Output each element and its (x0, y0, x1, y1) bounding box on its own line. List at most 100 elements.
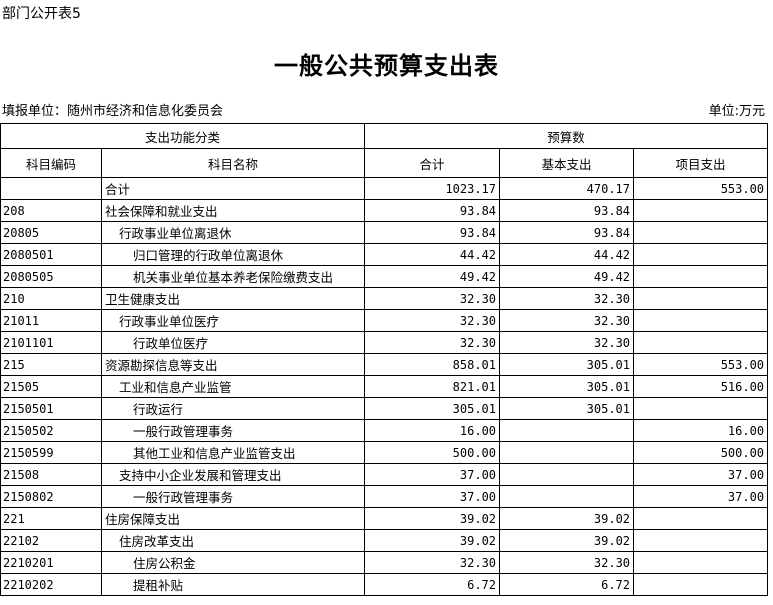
cell-total: 93.84 (364, 221, 501, 244)
page-title: 一般公共预算支出表 (274, 52, 499, 80)
cell-code: 2150501 (0, 397, 102, 420)
table-row: 20805 行政事业单位离退休 93.84 93.84 (0, 221, 769, 244)
cell-name: 住房公积金 (100, 551, 366, 574)
cell-basic: 305.01 (499, 353, 635, 376)
cell-code: 221 (0, 507, 102, 530)
cell-project (633, 265, 769, 288)
table-row: 2150502 一般行政管理事务 16.00 16.00 (0, 419, 769, 442)
cell-name: 社会保障和就业支出 (100, 199, 366, 222)
cell-total: 32.30 (364, 551, 501, 574)
table-row: 2150599 其他工业和信息产业监管支出 500.00 500.00 (0, 441, 769, 464)
cell-code (0, 177, 102, 200)
cell-project: 553.00 (633, 353, 769, 376)
header-project: 项目支出 (633, 148, 769, 178)
cell-basic: 470.17 (499, 177, 635, 200)
table-row: 2210202 提租补贴 6.72 6.72 (0, 573, 769, 596)
cell-code: 208 (0, 199, 102, 222)
table-row: 208 社会保障和就业支出 93.84 93.84 (0, 199, 769, 222)
cell-code: 22102 (0, 529, 102, 552)
cell-code: 2080505 (0, 265, 102, 288)
table-row: 215 资源勘探信息等支出 858.01 305.01 553.00 (0, 353, 769, 376)
cell-total: 37.00 (364, 463, 501, 486)
cell-code: 2150502 (0, 419, 102, 442)
cell-name: 住房保障支出 (100, 507, 366, 530)
table-row: 21505 工业和信息产业监管 821.01 305.01 516.00 (0, 375, 769, 398)
header-function-classification: 支出功能分类 (0, 123, 366, 149)
cell-name: 归口管理的行政单位离退休 (100, 243, 366, 266)
cell-total: 16.00 (364, 419, 501, 442)
cell-project: 16.00 (633, 419, 769, 442)
currency-unit: 单位:万元 (708, 104, 765, 119)
cell-name: 行政单位医疗 (100, 331, 366, 354)
cell-total: 44.42 (364, 243, 501, 266)
table-row: 21011 行政事业单位医疗 32.30 32.30 (0, 309, 769, 332)
cell-code: 2150599 (0, 441, 102, 464)
cell-code: 21505 (0, 375, 102, 398)
cell-basic: 93.84 (499, 199, 635, 222)
cell-project: 516.00 (633, 375, 769, 398)
cell-total: 39.02 (364, 507, 501, 530)
table-row: 2210201 住房公积金 32.30 32.30 (0, 551, 769, 574)
cell-code: 21011 (0, 309, 102, 332)
table-row: 2080501 归口管理的行政单位离退休 44.42 44.42 (0, 243, 769, 266)
cell-name: 一般行政管理事务 (100, 419, 366, 442)
cell-total: 39.02 (364, 529, 501, 552)
cell-basic (499, 485, 635, 508)
cell-name: 住房改革支出 (100, 529, 366, 552)
cell-project: 553.00 (633, 177, 769, 200)
cell-basic: 44.42 (499, 243, 635, 266)
cell-name: 支持中小企业发展和管理支出 (100, 463, 366, 486)
cell-total: 858.01 (364, 353, 501, 376)
header-group-row: 支出功能分类 预算数 (0, 123, 769, 149)
cell-project: 37.00 (633, 463, 769, 486)
cell-code: 21508 (0, 463, 102, 486)
header-total: 合计 (364, 148, 501, 178)
header-code: 科目编码 (0, 148, 102, 178)
cell-project (633, 287, 769, 310)
cell-project: 37.00 (633, 485, 769, 508)
cell-total: 1023.17 (364, 177, 501, 200)
cell-total: 32.30 (364, 309, 501, 332)
table-row: 2150501 行政运行 305.01 305.01 (0, 397, 769, 420)
cell-project (633, 199, 769, 222)
cell-project (633, 243, 769, 266)
cell-total: 6.72 (364, 573, 501, 596)
cell-basic: 305.01 (499, 375, 635, 398)
table-row: 221 住房保障支出 39.02 39.02 (0, 507, 769, 530)
cell-name: 机关事业单位基本养老保险缴费支出 (100, 265, 366, 288)
cell-code: 20805 (0, 221, 102, 244)
reporting-unit: 填报单位：随州市经济和信息化委员会 (2, 104, 224, 119)
cell-total: 93.84 (364, 199, 501, 222)
cell-basic: 39.02 (499, 529, 635, 552)
cell-total: 49.42 (364, 265, 501, 288)
table-number-label: 部门公开表5 (2, 6, 81, 22)
table-row: 210 卫生健康支出 32.30 32.30 (0, 287, 769, 310)
cell-total: 821.01 (364, 375, 501, 398)
cell-name: 行政事业单位离退休 (100, 221, 366, 244)
cell-name: 合计 (100, 177, 366, 200)
table-row: 2150802 一般行政管理事务 37.00 37.00 (0, 485, 769, 508)
cell-total: 500.00 (364, 441, 501, 464)
cell-project (633, 331, 769, 354)
cell-project (633, 551, 769, 574)
table-row: 2101101 行政单位医疗 32.30 32.30 (0, 331, 769, 354)
cell-basic: 32.30 (499, 551, 635, 574)
cell-total: 32.30 (364, 287, 501, 310)
header-name: 科目名称 (100, 148, 366, 178)
cell-name: 卫生健康支出 (100, 287, 366, 310)
cell-code: 2210202 (0, 573, 102, 596)
cell-name: 行政事业单位医疗 (100, 309, 366, 332)
table-row: 2080505 机关事业单位基本养老保险缴费支出 49.42 49.42 (0, 265, 769, 288)
cell-basic: 39.02 (499, 507, 635, 530)
cell-code: 2210201 (0, 551, 102, 574)
table-row: 21508 支持中小企业发展和管理支出 37.00 37.00 (0, 463, 769, 486)
cell-name: 一般行政管理事务 (100, 485, 366, 508)
table-row: 合计 1023.17 470.17 553.00 (0, 177, 769, 200)
table-row: 22102 住房改革支出 39.02 39.02 (0, 529, 769, 552)
cell-project: 500.00 (633, 441, 769, 464)
cell-basic: 6.72 (499, 573, 635, 596)
cell-project (633, 397, 769, 420)
cell-total: 37.00 (364, 485, 501, 508)
cell-basic (499, 419, 635, 442)
cell-project (633, 309, 769, 332)
